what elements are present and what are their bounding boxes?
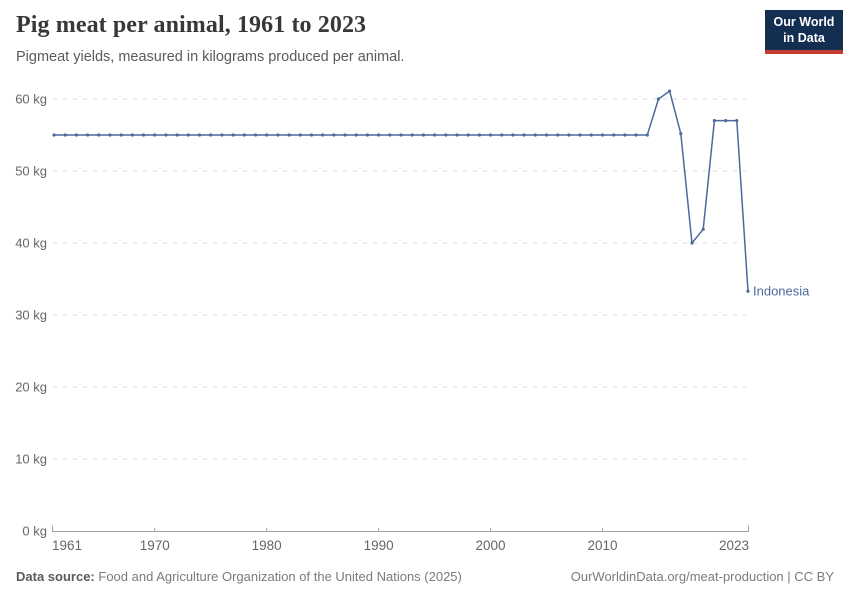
data-point-marker	[623, 133, 627, 137]
data-point-marker	[276, 133, 280, 137]
data-point-marker	[466, 133, 470, 137]
y-tick-label: 40 kg	[15, 236, 47, 251]
data-point-marker	[298, 133, 302, 137]
data-source-line: Data source: Food and Agriculture Organi…	[16, 569, 462, 584]
data-point-marker	[153, 133, 157, 137]
data-point-marker	[197, 133, 202, 137]
data-point-marker	[522, 133, 526, 137]
x-tick-label: 1980	[252, 538, 282, 553]
data-source-label: Data source:	[16, 569, 95, 584]
data-point-marker	[175, 133, 179, 137]
data-point-marker	[63, 133, 67, 137]
page-title: Pig meat per animal, 1961 to 2023	[16, 12, 367, 38]
data-point-marker	[354, 133, 358, 137]
data-point-marker	[377, 133, 381, 137]
data-point-marker	[500, 133, 504, 137]
series-end-label-indonesia[interactable]: Indonesia	[753, 284, 810, 299]
series-line-indonesia	[53, 90, 749, 292]
data-point-marker	[533, 133, 537, 137]
y-tick-label: 0 kg	[22, 524, 47, 539]
y-tick-label: 10 kg	[15, 452, 47, 467]
data-point-marker	[668, 89, 672, 93]
data-point-marker	[612, 133, 616, 137]
x-tick-label: 2000	[476, 538, 506, 553]
owid-logo[interactable]: Our World in Data	[765, 10, 843, 54]
data-point-marker	[556, 133, 560, 137]
data-point-marker	[544, 133, 549, 137]
x-tick-label: 1970	[140, 538, 170, 553]
data-point-marker	[746, 289, 750, 293]
data-point-marker	[444, 133, 448, 137]
y-tick-label: 50 kg	[15, 164, 47, 179]
chart-subtitle: Pigmeat yields, measured in kilograms pr…	[16, 49, 405, 65]
data-point-marker	[410, 133, 414, 137]
data-point-marker	[332, 133, 336, 137]
x-tick-label: 2010	[587, 538, 617, 553]
x-axis-line	[52, 525, 749, 532]
data-point-marker	[86, 133, 90, 137]
data-source-text[interactable]: Food and Agriculture Organization of the…	[98, 569, 462, 584]
data-point-marker	[108, 133, 112, 137]
data-point-marker	[421, 133, 425, 137]
data-point-marker	[645, 133, 649, 137]
data-point-marker	[220, 133, 224, 137]
data-point-marker	[141, 133, 146, 137]
data-point-marker	[309, 133, 314, 137]
data-point-marker	[578, 133, 582, 137]
x-tick-label: 1990	[364, 538, 394, 553]
data-point-marker	[679, 132, 683, 136]
data-point-marker	[164, 133, 168, 137]
data-point-marker	[511, 133, 515, 137]
chart-footer: Data source: Food and Agriculture Organi…	[16, 569, 834, 584]
data-point-marker	[321, 133, 325, 137]
data-point-marker	[365, 133, 369, 137]
data-point-marker	[735, 119, 739, 123]
x-tick-label: 1961	[52, 538, 82, 553]
data-point-marker	[388, 133, 392, 137]
data-point-marker	[74, 133, 78, 137]
data-point-marker	[724, 119, 728, 123]
data-point-marker	[656, 97, 661, 101]
y-tick-label: 30 kg	[15, 308, 47, 323]
data-point-marker	[231, 133, 235, 137]
data-point-marker	[589, 133, 593, 137]
logo-line-1: Our World	[773, 15, 835, 29]
data-point-marker	[477, 133, 481, 137]
data-point-marker	[253, 133, 258, 137]
logo-line-2: in Data	[783, 31, 825, 46]
y-tick-label: 60 kg	[15, 92, 47, 107]
data-point-marker	[186, 133, 190, 137]
data-point-marker	[600, 133, 605, 137]
y-tick-label: 20 kg	[15, 380, 47, 395]
data-point-marker	[488, 133, 493, 137]
data-point-marker	[119, 133, 123, 137]
data-point-marker	[343, 133, 347, 137]
data-point-marker	[399, 133, 403, 137]
data-point-marker	[690, 241, 694, 245]
data-point-marker	[433, 133, 437, 137]
data-point-marker	[209, 133, 213, 137]
data-point-marker	[455, 133, 459, 137]
data-point-marker	[701, 227, 705, 231]
data-point-marker	[52, 133, 56, 137]
x-tick-label: 2023	[719, 538, 749, 553]
attribution-link[interactable]: OurWorldinData.org/meat-production | CC …	[570, 569, 834, 584]
data-point-marker	[265, 133, 269, 137]
data-point-marker	[567, 133, 571, 137]
data-point-marker	[287, 133, 291, 137]
data-point-marker	[634, 133, 638, 137]
data-point-marker	[130, 133, 134, 137]
data-point-marker	[242, 133, 246, 137]
data-point-marker	[97, 133, 101, 137]
data-point-marker	[712, 119, 717, 123]
